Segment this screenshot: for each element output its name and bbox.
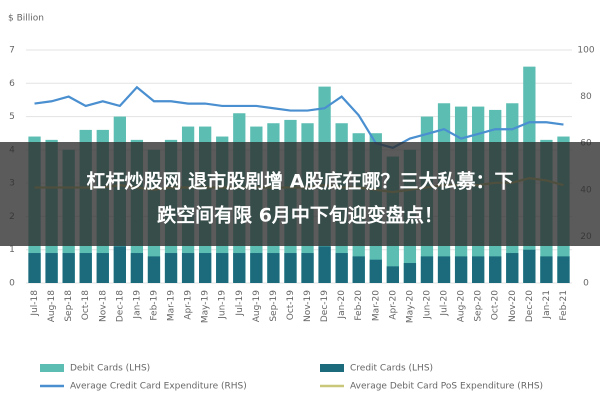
x-tick-label: Nov-20	[508, 290, 518, 322]
bar	[472, 256, 485, 283]
bar	[420, 256, 434, 283]
x-tick-label: Nov-18	[98, 290, 108, 322]
y2-tick-label: 0	[583, 279, 589, 289]
y-axis-label: $ Billion	[8, 14, 44, 24]
y2-tick-label: 100	[577, 46, 594, 56]
bar	[403, 263, 417, 283]
y-tick-label: 7	[9, 46, 15, 56]
legend-swatch	[320, 364, 344, 372]
x-tick-label: Apr-19	[184, 290, 194, 320]
x-tick-label: Jan-21	[542, 290, 552, 320]
y-tick-label: 0	[9, 279, 15, 289]
legend-label: Debit Cards (LHS)	[70, 364, 150, 374]
x-tick-label: Oct-20	[491, 290, 501, 321]
x-tick-label: Jul-20	[440, 290, 450, 317]
bar	[386, 266, 399, 283]
bar	[216, 253, 229, 283]
x-tick-label: Jul-18	[30, 290, 40, 317]
x-tick-label: Jan-20	[337, 290, 347, 320]
bar	[113, 246, 126, 283]
y-tick-label: 1	[9, 245, 15, 255]
bar	[147, 256, 161, 283]
bar	[28, 253, 41, 283]
bar	[62, 253, 75, 283]
bar	[318, 246, 331, 283]
headline: 杠杆炒股网 退市股剧增 A股底在哪？三大私募：下	[87, 170, 514, 193]
x-tick-label: May-19	[201, 290, 211, 323]
x-tick-label: Oct-19	[286, 290, 296, 321]
bar	[523, 249, 536, 283]
x-tick-label: Aug-20	[457, 290, 467, 323]
legend-swatch	[40, 364, 64, 372]
x-tick-label: Sep-20	[474, 290, 484, 322]
bar	[284, 253, 297, 283]
x-tick-label: Jan-19	[132, 290, 142, 320]
x-tick-label: Dec-20	[525, 290, 535, 322]
x-tick-label: Feb-20	[354, 290, 364, 321]
y2-tick-label: 80	[580, 92, 592, 102]
bar	[489, 256, 502, 283]
x-tick-label: Aug-19	[252, 290, 262, 323]
x-tick-label: Feb-19	[149, 290, 159, 321]
bar	[250, 253, 263, 283]
x-tick-label: Sep-19	[269, 290, 279, 322]
headline: 跌空间有限 6月中下旬迎变盘点！	[157, 204, 443, 227]
x-tick-label: Dec-18	[115, 290, 125, 322]
legend-label: Average Credit Card Expenditure (RHS)	[70, 382, 247, 392]
y-tick-label: 5	[9, 112, 15, 122]
x-tick-label: Jun-20	[422, 290, 432, 320]
bar	[45, 253, 58, 283]
x-tick-label: Dec-19	[320, 290, 330, 322]
bar	[557, 256, 570, 283]
bar	[352, 256, 365, 283]
line	[34, 85, 564, 150]
bar	[96, 253, 109, 283]
bar	[506, 253, 519, 283]
bar	[164, 253, 178, 283]
bar	[79, 253, 92, 283]
x-tick-label: Feb-21	[559, 290, 569, 321]
bar	[233, 253, 246, 283]
bar	[199, 253, 212, 283]
x-tick-label: Oct-18	[81, 290, 91, 321]
legend-label: Average Debit Card PoS Expenditure (RHS)	[350, 382, 543, 392]
x-tick-label: Aug-18	[47, 290, 57, 323]
bar	[437, 256, 451, 283]
x-tick-label: Sep-18	[64, 290, 74, 322]
headline-banner	[0, 142, 600, 246]
x-tick-label: Apr-20	[388, 290, 398, 320]
legend-label: Credit Cards (LHS)	[350, 364, 433, 374]
bar	[181, 253, 195, 283]
bar	[454, 256, 468, 283]
y-tick-label: 6	[9, 79, 15, 89]
x-tick-label: Jun-19	[218, 290, 228, 320]
x-tick-label: Jul-19	[235, 290, 245, 317]
x-tick-label: Nov-19	[303, 290, 313, 322]
bar	[267, 253, 280, 283]
x-tick-label: Mar-19	[167, 290, 177, 321]
x-tick-label: Mar-20	[371, 290, 381, 321]
bar	[369, 259, 382, 283]
x-tick-label: May-20	[405, 290, 415, 323]
bar	[335, 253, 348, 283]
bar	[130, 253, 144, 283]
bar	[301, 253, 314, 283]
bar	[540, 256, 553, 283]
